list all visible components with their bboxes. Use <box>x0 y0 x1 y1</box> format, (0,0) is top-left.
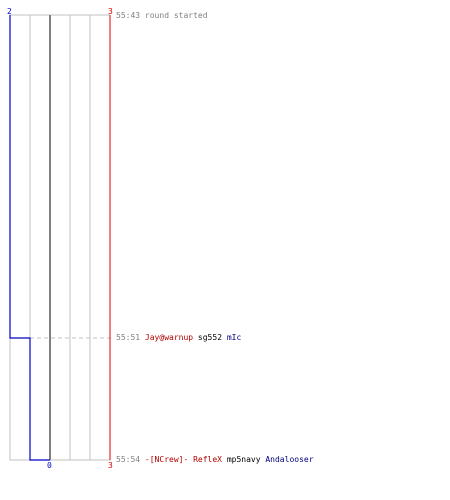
red-bottom-count: 3 <box>108 461 113 470</box>
event-time: 55:51 <box>116 333 141 342</box>
blue-top-count: 2 <box>7 7 12 16</box>
event-time: 55:54 <box>116 455 141 464</box>
victim-name: mIc <box>226 333 242 342</box>
grid-frame <box>9 14 111 461</box>
event-row-kill: 55:54 -[NCrew]- RefleX mp5navy Andaloose… <box>116 455 314 465</box>
blue-bottom-count: 0 <box>47 461 52 470</box>
blue-team-line <box>9 15 50 461</box>
killer-name: -[NCrew]- RefleX <box>144 455 222 464</box>
victim-name: Andalooser <box>265 455 314 464</box>
weapon-name: sg552 <box>197 333 223 342</box>
event-row-kill: 55:51 Jay@warnup sg552 mIc <box>116 333 241 343</box>
event-time: 55:43 <box>116 11 141 20</box>
weapon-name: mp5navy <box>226 455 261 464</box>
red-top-count: 3 <box>108 7 113 16</box>
event-message: round started <box>144 11 208 20</box>
event-row-round-start: 55:43 round started <box>116 11 208 21</box>
killer-name: Jay@warnup <box>144 333 194 342</box>
